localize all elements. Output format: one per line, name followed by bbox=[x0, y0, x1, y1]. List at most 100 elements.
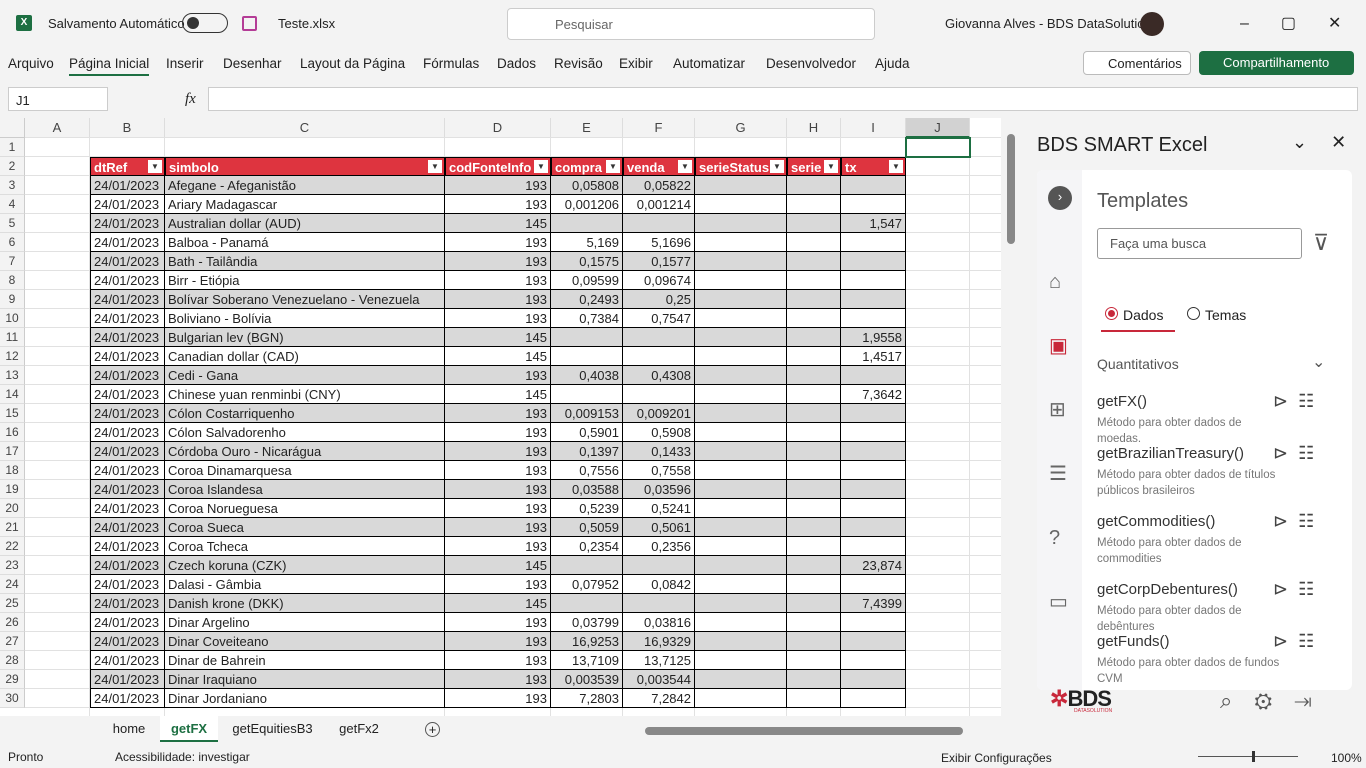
row-header[interactable]: 11 bbox=[0, 328, 25, 347]
method-icons[interactable]: ⊳☷ bbox=[1273, 579, 1325, 599]
active-cell[interactable] bbox=[905, 137, 971, 158]
cell[interactable]: 145 bbox=[445, 347, 551, 366]
cell[interactable] bbox=[695, 290, 787, 309]
cell[interactable]: 1,547 bbox=[841, 214, 906, 233]
row-header[interactable]: 2 bbox=[0, 157, 25, 176]
row-header[interactable]: 20 bbox=[0, 499, 25, 518]
cell[interactable]: 193 bbox=[445, 689, 551, 708]
cell[interactable]: 0,003544 bbox=[623, 670, 695, 689]
row-header[interactable]: 10 bbox=[0, 309, 25, 328]
cell[interactable] bbox=[787, 233, 841, 252]
window-controls[interactable]: –▢✕ bbox=[1240, 15, 1366, 32]
sheet-tab[interactable]: getFx2 bbox=[339, 721, 379, 736]
cell[interactable]: 24/01/2023 bbox=[90, 328, 165, 347]
row-header[interactable]: 12 bbox=[0, 347, 25, 366]
cell[interactable] bbox=[695, 556, 787, 575]
nav-icons[interactable]: ⌂ ▣ ⊞ ☰? ▭ bbox=[1049, 271, 1068, 613]
cell[interactable]: 193 bbox=[445, 195, 551, 214]
cell[interactable] bbox=[695, 575, 787, 594]
cell[interactable] bbox=[841, 651, 906, 670]
cell[interactable]: 0,03799 bbox=[551, 613, 623, 632]
menu-item[interactable]: Desenhar bbox=[223, 56, 282, 71]
cell[interactable] bbox=[787, 670, 841, 689]
filter-button[interactable]: ▼ bbox=[770, 160, 784, 173]
cell[interactable]: 145 bbox=[445, 556, 551, 575]
cell[interactable]: Coroa Dinamarquesa bbox=[165, 461, 445, 480]
table-header-cell[interactable]: tx ▼ bbox=[841, 157, 906, 176]
column-header[interactable]: G bbox=[695, 118, 787, 138]
cell[interactable] bbox=[623, 214, 695, 233]
cell[interactable]: 16,9253 bbox=[551, 632, 623, 651]
column-header[interactable]: C bbox=[165, 118, 445, 138]
cell[interactable]: Dinar Iraquiano bbox=[165, 670, 445, 689]
cell[interactable] bbox=[551, 556, 623, 575]
cell[interactable]: 0,03816 bbox=[623, 613, 695, 632]
collapse-icon[interactable]: › bbox=[1048, 186, 1072, 210]
cell[interactable]: Bulgarian lev (BGN) bbox=[165, 328, 445, 347]
sheet-tab[interactable]: home bbox=[112, 721, 146, 736]
cell[interactable] bbox=[551, 385, 623, 404]
row-header[interactable]: 13 bbox=[0, 366, 25, 385]
cell[interactable]: Dinar Argelino bbox=[165, 613, 445, 632]
section-chevron[interactable]: ⌄ bbox=[1312, 354, 1326, 371]
cell[interactable]: 193 bbox=[445, 518, 551, 537]
cell[interactable]: 13,7109 bbox=[551, 651, 623, 670]
method-icons[interactable]: ⊳☷ bbox=[1273, 391, 1325, 411]
cell[interactable]: 193 bbox=[445, 537, 551, 556]
cell[interactable] bbox=[695, 385, 787, 404]
cell[interactable]: Coroa Sueca bbox=[165, 518, 445, 537]
cell[interactable]: 193 bbox=[445, 366, 551, 385]
cell[interactable] bbox=[841, 366, 906, 385]
name-box[interactable]: J1 bbox=[8, 87, 108, 111]
cell[interactable] bbox=[551, 328, 623, 347]
column-header[interactable]: B bbox=[90, 118, 165, 138]
cell[interactable]: Australian dollar (AUD) bbox=[165, 214, 445, 233]
menu-item[interactable]: Layout da Página bbox=[300, 56, 406, 71]
filter-button[interactable]: ▼ bbox=[678, 160, 692, 173]
cell[interactable]: 23,874 bbox=[841, 556, 906, 575]
cell[interactable] bbox=[841, 233, 906, 252]
cell[interactable]: 193 bbox=[445, 423, 551, 442]
row-header[interactable]: 15 bbox=[0, 404, 25, 423]
cell[interactable] bbox=[695, 480, 787, 499]
cell[interactable]: 7,2803 bbox=[551, 689, 623, 708]
table-header-cell[interactable]: codFonteInfo ▼ bbox=[445, 157, 551, 176]
cell[interactable] bbox=[841, 613, 906, 632]
cell[interactable]: 193 bbox=[445, 480, 551, 499]
filter-button[interactable]: ▼ bbox=[889, 160, 903, 173]
cell[interactable]: 193 bbox=[445, 651, 551, 670]
cell[interactable] bbox=[695, 423, 787, 442]
cell[interactable]: 13,7125 bbox=[623, 651, 695, 670]
cell[interactable] bbox=[695, 252, 787, 271]
cell[interactable]: Dinar de Bahrein bbox=[165, 651, 445, 670]
cell[interactable]: 24/01/2023 bbox=[90, 366, 165, 385]
cell[interactable]: 24/01/2023 bbox=[90, 689, 165, 708]
cell[interactable]: 0,7547 bbox=[623, 309, 695, 328]
cell[interactable] bbox=[623, 328, 695, 347]
cell[interactable]: 193 bbox=[445, 176, 551, 195]
cell[interactable]: Danish krone (DKK) bbox=[165, 594, 445, 613]
cell[interactable] bbox=[841, 518, 906, 537]
cell[interactable]: Coroa Tcheca bbox=[165, 537, 445, 556]
cell[interactable]: 24/01/2023 bbox=[90, 271, 165, 290]
cell[interactable]: 24/01/2023 bbox=[90, 233, 165, 252]
column-header[interactable]: F bbox=[623, 118, 695, 138]
cell[interactable]: Birr - Etiópia bbox=[165, 271, 445, 290]
cell[interactable]: 24/01/2023 bbox=[90, 442, 165, 461]
method-name[interactable]: getCommodities() bbox=[1097, 513, 1216, 530]
cell[interactable]: 0,2354 bbox=[551, 537, 623, 556]
cell[interactable] bbox=[841, 404, 906, 423]
row-header[interactable]: 27 bbox=[0, 632, 25, 651]
method-icons[interactable]: ⊳☷ bbox=[1273, 631, 1325, 651]
row-header[interactable]: 6 bbox=[0, 233, 25, 252]
cell[interactable]: 0,5059 bbox=[551, 518, 623, 537]
table-header-cell[interactable]: venda ▼ bbox=[623, 157, 695, 176]
cell[interactable]: 0,5901 bbox=[551, 423, 623, 442]
column-header[interactable]: A bbox=[25, 118, 90, 138]
row-header[interactable]: 16 bbox=[0, 423, 25, 442]
cell[interactable]: 193 bbox=[445, 404, 551, 423]
cell[interactable] bbox=[787, 575, 841, 594]
cell[interactable]: Canadian dollar (CAD) bbox=[165, 347, 445, 366]
table-header-cell[interactable]: serieStatus ▼ bbox=[695, 157, 787, 176]
cell[interactable]: 0,1575 bbox=[551, 252, 623, 271]
